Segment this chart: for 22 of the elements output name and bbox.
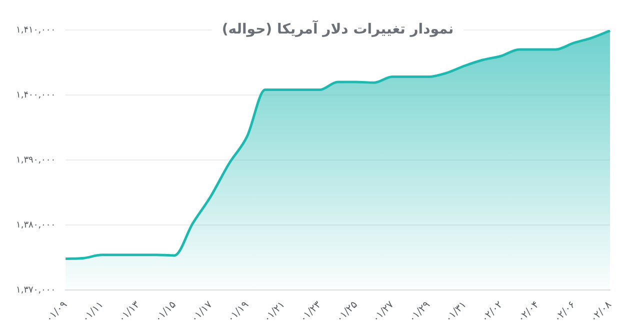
y-tick-label: ۱,۴۱۰,۰۰۰ xyxy=(16,25,56,36)
x-tick-label: ۰۱/۲۹ xyxy=(407,299,432,325)
x-tick-label: ۰۱/۲۱ xyxy=(262,299,288,325)
x-tick-label: ۰۲/۰۶ xyxy=(552,299,578,325)
x-tick-label: ۰۱/۱۵ xyxy=(153,299,178,325)
x-tick-label: ۰۱/۱۹ xyxy=(226,299,251,325)
y-tick-label: ۱,۳۹۰,۰۰۰ xyxy=(16,155,56,166)
y-tick-label: ۱,۴۰۰,۰۰۰ xyxy=(16,90,56,100)
y-tick-label: ۱,۳۸۰,۰۰۰ xyxy=(16,220,56,230)
x-tick-label: ۰۱/۰۹ xyxy=(44,299,70,325)
x-tick-label: ۰۲/۰۸ xyxy=(588,298,614,325)
x-tick-label: ۰۲/۰۴ xyxy=(516,299,542,325)
y-tick-label: ۱,۳۷۰,۰۰۰ xyxy=(16,285,56,296)
x-tick-label: ۰۱/۲۳ xyxy=(298,298,324,325)
chart-title: نمودار تغییرات دلار آمریکا (حواله) xyxy=(222,20,454,38)
x-tick-label: ۰۱/۲۷ xyxy=(370,298,397,325)
x-tick-label: ۰۱/۲۵ xyxy=(334,299,360,325)
x-tick-label: ۰۲/۰۲ xyxy=(480,299,506,325)
x-tick-label: ۰۱/۱۳ xyxy=(116,298,143,325)
x-tick-label: ۰۱/۱۱ xyxy=(80,299,106,325)
x-tick-label: ۰۱/۱۷ xyxy=(189,298,216,325)
x-tick-label: ۰۱/۳۱ xyxy=(443,299,469,325)
